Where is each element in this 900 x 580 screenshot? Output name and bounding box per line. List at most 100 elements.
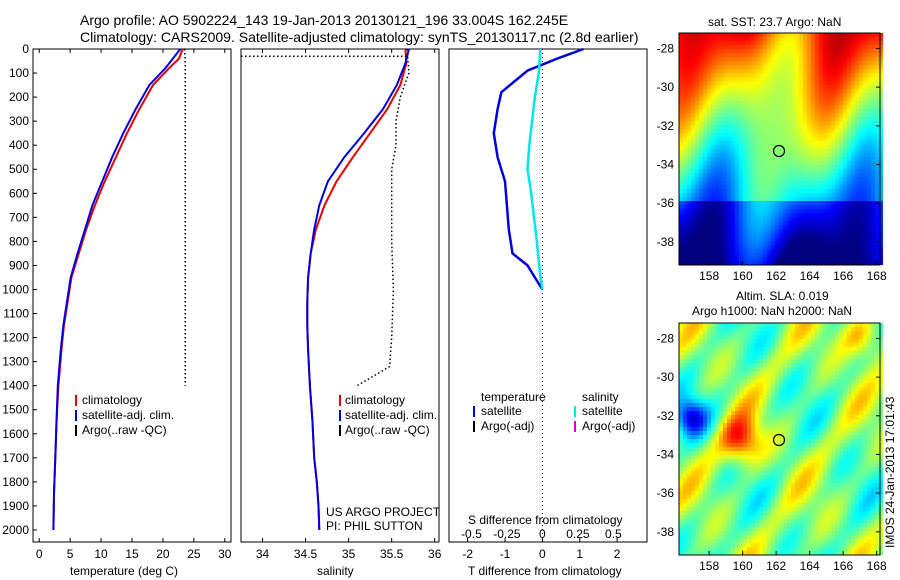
sla-pixel xyxy=(851,323,855,327)
sst-pixel xyxy=(707,217,711,221)
sla-pixel xyxy=(843,439,847,443)
sla-pixel xyxy=(687,435,691,439)
sst-pixel xyxy=(875,177,879,181)
sla-pixel xyxy=(711,467,715,471)
sst-pixel xyxy=(787,257,791,261)
sla-pixel xyxy=(699,451,703,455)
sst-pixel xyxy=(831,209,835,213)
sla-pixel xyxy=(715,467,719,471)
sst-pixel xyxy=(831,261,835,265)
sst-pixel xyxy=(739,257,743,261)
sla-pixel xyxy=(699,367,703,371)
sst-pixel xyxy=(755,117,759,121)
sla-pixel xyxy=(767,451,771,455)
sla-pixel xyxy=(815,435,819,439)
sla-pixel xyxy=(723,387,727,391)
sst-pixel xyxy=(831,57,835,61)
sst-pixel xyxy=(871,137,875,141)
sla-pixel xyxy=(839,387,843,391)
sla-pixel xyxy=(751,339,755,343)
sst-pixel xyxy=(783,93,787,97)
sst-pixel xyxy=(739,61,743,65)
sst-pixel xyxy=(719,201,723,205)
sst-pixel xyxy=(747,129,751,133)
sla-pixel xyxy=(855,459,859,463)
sla-pixel xyxy=(759,403,763,407)
sst-pixel xyxy=(735,225,739,229)
sst-pixel xyxy=(803,249,807,253)
sst-pixel xyxy=(831,153,835,157)
sst-pixel xyxy=(799,225,803,229)
sst-pixel xyxy=(707,257,711,261)
sst-pixel xyxy=(795,185,799,189)
sst-pixel xyxy=(847,181,851,185)
sst-pixel xyxy=(803,181,807,185)
sst-pixel xyxy=(855,165,859,169)
sst-pixel xyxy=(791,125,795,129)
sst-pixel xyxy=(827,61,831,65)
sst-pixel xyxy=(743,153,747,157)
sst-pixel xyxy=(695,117,699,121)
sla-pixel xyxy=(791,379,795,383)
sst-pixel xyxy=(871,53,875,57)
sla-pixel xyxy=(875,447,879,451)
sst-pixel xyxy=(879,177,883,181)
sla-pixel xyxy=(875,367,879,371)
sst-pixel xyxy=(687,73,691,77)
sst-pixel xyxy=(807,81,811,85)
sst-pixel xyxy=(715,45,719,49)
sst-pixel xyxy=(699,241,703,245)
sla-pixel xyxy=(763,403,767,407)
sst-pixel xyxy=(683,229,687,233)
sst-pixel xyxy=(879,169,883,173)
sst-pixel xyxy=(727,257,731,261)
sst-pixel xyxy=(731,261,735,265)
sst-pixel xyxy=(859,185,863,189)
sla-pixel xyxy=(859,395,863,399)
sla-pixel xyxy=(767,411,771,415)
sla-pixel xyxy=(795,387,799,391)
sst-pixel xyxy=(851,49,855,53)
sst-pixel xyxy=(699,73,703,77)
sst-pixel xyxy=(787,37,791,41)
sla-pixel xyxy=(683,407,687,411)
sla-pixel xyxy=(739,391,743,395)
sst-pixel xyxy=(679,209,683,213)
sst-pixel xyxy=(835,145,839,149)
sst-pixel xyxy=(839,125,843,129)
sst-pixel xyxy=(879,61,883,65)
sst-pixel xyxy=(835,185,839,189)
sst-pixel xyxy=(839,237,843,241)
sla-pixel xyxy=(747,383,751,387)
sst-pixel xyxy=(707,61,711,65)
sst-pixel xyxy=(747,45,751,49)
sla-pixel xyxy=(703,363,707,367)
sla-pixel xyxy=(787,327,791,331)
sst-pixel xyxy=(687,37,691,41)
sla-pixel xyxy=(879,439,883,443)
sla-pixel xyxy=(795,415,799,419)
sst-pixel xyxy=(739,205,743,209)
sst-pixel xyxy=(779,85,783,89)
sla-pixel xyxy=(735,459,739,463)
sst-pixel xyxy=(735,213,739,217)
sst-pixel xyxy=(723,257,727,261)
sla-pixel xyxy=(735,435,739,439)
sla-pixel xyxy=(787,447,791,451)
sla-map-panel: Altim. SLA: 0.019 Argo h1000: NaN h2000:… xyxy=(657,289,887,573)
sst-pixel xyxy=(723,125,727,129)
x-tick-label: 0 xyxy=(539,547,546,561)
sst-pixel xyxy=(791,133,795,137)
sst-pixel xyxy=(787,157,791,161)
sst-pixel xyxy=(819,169,823,173)
sla-pixel xyxy=(831,355,835,359)
sst-pixel xyxy=(871,129,875,133)
sla-pixel xyxy=(867,331,871,335)
sst-pixel xyxy=(719,65,723,69)
sst-pixel xyxy=(787,237,791,241)
sst-pixel xyxy=(691,41,695,45)
sst-pixel xyxy=(823,181,827,185)
sst-pixel xyxy=(691,157,695,161)
sst-pixel xyxy=(735,193,739,197)
sla-pixel xyxy=(831,339,835,343)
